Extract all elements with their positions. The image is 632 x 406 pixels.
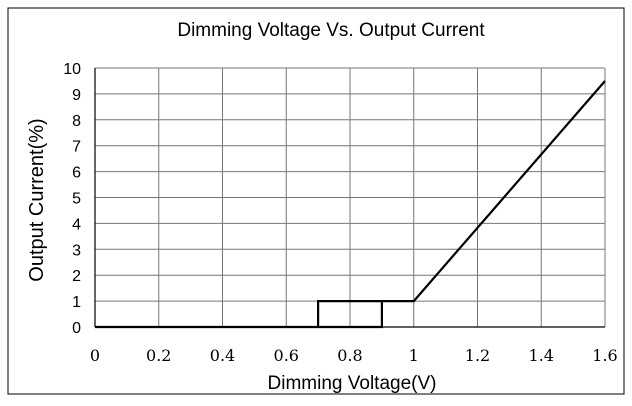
x-tick-label: 1 [409,346,419,365]
x-tick-label: 1.4 [529,346,554,365]
x-tick-label: 0.4 [210,346,235,365]
chart-title: Dimming Voltage Vs. Output Current [177,20,485,41]
y-tick-label: 7 [72,139,81,156]
y-tick-label: 2 [72,268,81,285]
series-group [95,80,606,329]
x-tick-label: 1.2 [465,346,490,365]
series-line [95,80,606,329]
tick-labels: 0 0.2 0.4 0.6 0.8 1 1.2 1.4 1.6 0 1 2 3 4 5 6 7 8 9 10 [63,61,618,365]
x-tick-label: 0.8 [337,346,362,365]
chart-border [7,7,625,395]
x-tick-label: 0.6 [274,346,299,365]
y-tick-label: 5 [72,191,81,208]
x-tick-label: 0 [90,346,100,365]
x-tick-label: 1.6 [592,346,617,365]
grid [94,67,606,328]
y-tick-label: 9 [72,87,81,104]
x-axis-label: Dimming Voltage(V) [268,373,437,394]
y-tick-label: 0 [72,320,81,337]
y-tick-label: 1 [72,294,81,311]
y-tick-label: 8 [72,113,81,130]
y-axis-label: Output Current(%) [26,118,48,281]
y-tick-label: 3 [72,242,81,259]
x-tick-label: 0.2 [146,346,171,365]
y-tick-label: 6 [72,165,81,182]
y-tick-label: 4 [72,216,81,233]
y-tick-label: 10 [63,61,81,78]
